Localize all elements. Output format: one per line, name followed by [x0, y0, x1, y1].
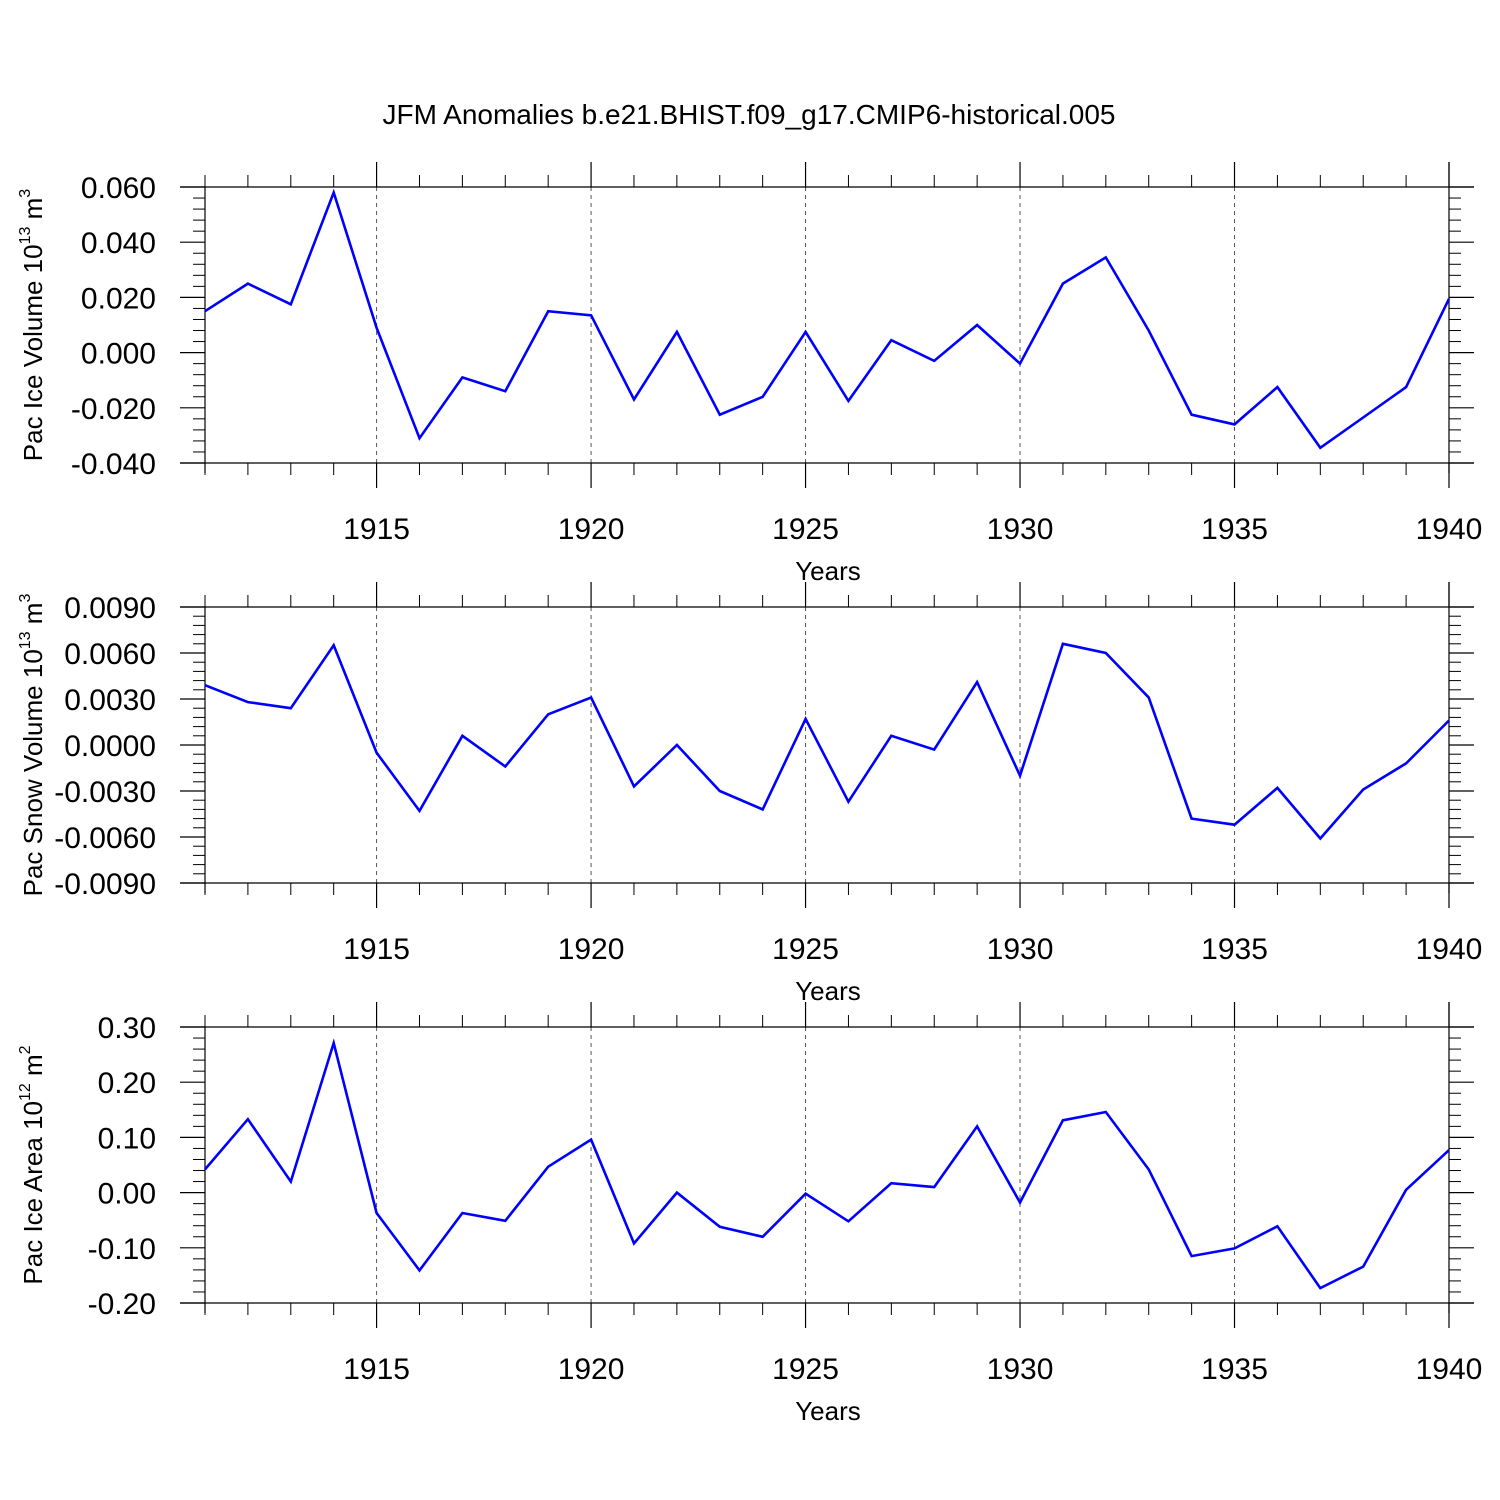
- y-axis-label-text: Pac Ice Area 10: [18, 1101, 48, 1285]
- y-axis-label: Pac Ice Area 1012 m2: [17, 1045, 48, 1284]
- x-tick-label: 1940: [1416, 1353, 1483, 1386]
- x-tick-label: 1930: [987, 933, 1054, 966]
- y-axis-label-unit-exponent: 2: [17, 1045, 34, 1054]
- series-line: [204, 642, 1450, 841]
- x-tick-label: 1935: [1201, 933, 1268, 966]
- chart-panel-3: -0.20 -0.10 0.00 0.10 0.20 0.30 1915 1920 1925 19…: [17, 1002, 1482, 1426]
- x-tick-label: 1920: [558, 933, 625, 966]
- x-tick-label: 1940: [1416, 513, 1483, 546]
- y-axis-label-unit: m: [18, 603, 48, 632]
- y-axis-label-exponent: 13: [17, 226, 34, 244]
- x-tick-label: 1930: [987, 1353, 1054, 1386]
- x-tick-label: 1935: [1201, 513, 1268, 546]
- y-tick-label: -0.10: [88, 1233, 156, 1266]
- y-axis-label-unit-exponent: 3: [17, 189, 34, 198]
- x-tick-label: 1925: [772, 513, 839, 546]
- x-tick-label: 1920: [558, 1353, 625, 1386]
- y-tick-label: -0.20: [88, 1288, 156, 1321]
- x-tick-label: 1925: [772, 933, 839, 966]
- y-axis-label: Pac Ice Volume 1013 m3: [17, 189, 48, 462]
- y-tick-label: 0.0000: [64, 730, 156, 763]
- y-tick-label: 0.020: [81, 282, 156, 315]
- y-tick-label: 0.00: [98, 1178, 156, 1211]
- y-axis-label-text: Pac Snow Volume 10: [18, 649, 48, 896]
- chart-panel-1: -0.040 -0.020 0.000 0.020 0.040 0.060 1915 1920…: [17, 162, 1482, 586]
- x-tick-label: 1925: [772, 1353, 839, 1386]
- y-tick-label: 0.040: [81, 227, 156, 260]
- series-line: [204, 188, 1451, 450]
- x-tick-label: 1915: [343, 1353, 410, 1386]
- y-axis-label-unit-exponent: 3: [17, 594, 34, 603]
- y-axis-label-exponent: 13: [17, 631, 34, 649]
- y-tick-label: 0.000: [81, 338, 156, 371]
- x-tick-label: 1915: [343, 513, 410, 546]
- x-tick-label: 1915: [343, 933, 410, 966]
- x-axis-label: Years: [795, 976, 861, 1006]
- y-axis-label-unit: m: [18, 1054, 48, 1083]
- y-tick-label: -0.0090: [54, 868, 156, 901]
- x-tick-label: 1935: [1201, 1353, 1268, 1386]
- chart-panels: -0.040 -0.020 0.000 0.020 0.040 0.060 1915 1920…: [17, 162, 1482, 1426]
- y-tick-label: 0.0090: [64, 592, 156, 625]
- y-tick-label: -0.040: [71, 448, 156, 481]
- y-tick-label: 0.10: [98, 1122, 156, 1155]
- y-axis-label-exponent: 12: [17, 1083, 34, 1101]
- chart-title: JFM Anomalies b.e21.BHIST.f09_g17.CMIP6-…: [382, 99, 1115, 130]
- x-tick-label: 1920: [558, 513, 625, 546]
- y-tick-label: -0.0030: [54, 776, 156, 809]
- y-tick-label: -0.020: [71, 393, 156, 426]
- y-tick-label: 0.0030: [64, 684, 156, 717]
- y-tick-label: 0.0060: [64, 638, 156, 671]
- y-tick-label: 0.20: [98, 1067, 156, 1100]
- x-axis-label: Years: [795, 556, 861, 586]
- chart-panel-2: -0.0090 -0.0060 -0.0030 0.0000 0.0030 0.0060 0…: [17, 582, 1482, 1006]
- x-axis-label: Years: [795, 1396, 861, 1426]
- y-axis-label: Pac Snow Volume 1013 m3: [17, 594, 48, 897]
- y-axis-label-text: Pac Ice Volume 10: [18, 244, 48, 461]
- y-tick-label: 0.30: [98, 1012, 156, 1045]
- series-line: [204, 1038, 1450, 1290]
- x-tick-label: 1940: [1416, 933, 1483, 966]
- y-axis-label-unit: m: [18, 198, 48, 227]
- y-tick-label: -0.0060: [54, 822, 156, 855]
- y-tick-label: 0.060: [81, 172, 156, 205]
- x-tick-label: 1930: [987, 513, 1054, 546]
